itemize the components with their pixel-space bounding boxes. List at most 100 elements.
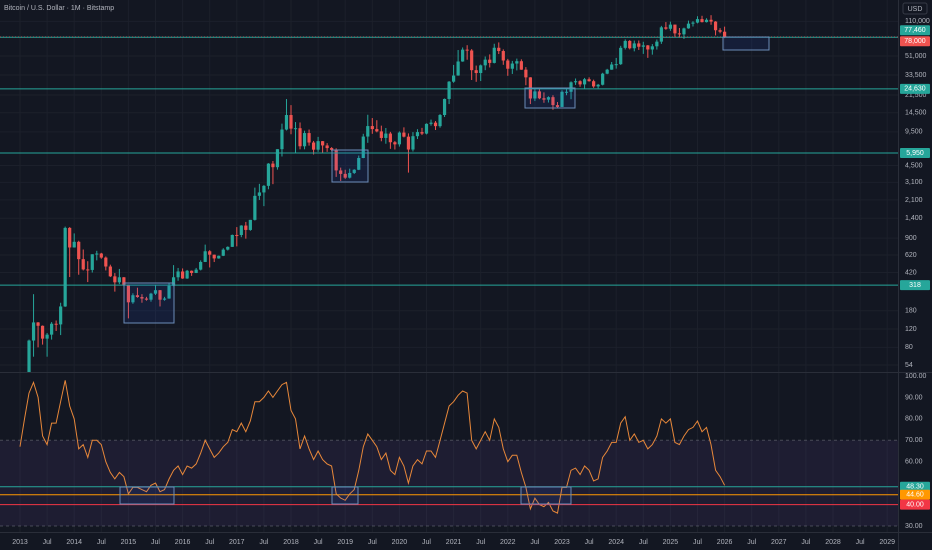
x-tick-label: 2022 bbox=[500, 539, 516, 546]
candle-body bbox=[524, 69, 528, 78]
candle-body bbox=[262, 185, 266, 193]
candle-body bbox=[442, 98, 447, 116]
y-tick-label: 3,100 bbox=[905, 179, 923, 186]
highlight-box bbox=[331, 486, 359, 505]
highlight-box bbox=[524, 87, 576, 109]
candle-body bbox=[54, 323, 58, 325]
x-tick-label: 2017 bbox=[229, 539, 245, 546]
candle-body bbox=[153, 290, 158, 294]
x-tick-label: 2026 bbox=[717, 539, 733, 546]
candle-body bbox=[357, 158, 361, 170]
candle-body bbox=[456, 61, 460, 76]
candle-body bbox=[348, 172, 352, 178]
y-tick-label: 80 bbox=[905, 344, 913, 351]
x-tick-label: Jul bbox=[639, 539, 648, 546]
candle-body bbox=[361, 136, 365, 159]
candle-body bbox=[718, 30, 722, 32]
x-tick-label: 2013 bbox=[12, 539, 28, 546]
currency-box[interactable] bbox=[902, 2, 928, 15]
candle-body bbox=[402, 132, 406, 137]
x-tick-label: Jul bbox=[856, 539, 865, 546]
candle-body bbox=[23, 387, 26, 410]
x-tick-label: Jul bbox=[151, 539, 160, 546]
candle-body bbox=[569, 82, 573, 92]
candle-body bbox=[140, 297, 144, 299]
candle-body bbox=[135, 295, 140, 298]
candle-body bbox=[212, 254, 216, 259]
rsi-level-label-bg bbox=[900, 499, 930, 510]
candle-body bbox=[158, 290, 162, 300]
candle-body bbox=[126, 284, 130, 303]
candle-body bbox=[334, 149, 338, 171]
candle-body bbox=[321, 141, 325, 146]
candle-body bbox=[81, 259, 85, 270]
candle-body bbox=[122, 277, 126, 285]
candle-body bbox=[339, 170, 343, 174]
currency[interactable]: USD bbox=[908, 6, 923, 13]
y-tick-label: 9,500 bbox=[905, 129, 923, 136]
x-tick-label: 2021 bbox=[446, 539, 462, 546]
candle-body bbox=[226, 246, 230, 250]
highlight-box bbox=[119, 486, 175, 505]
candle-body bbox=[27, 340, 31, 372]
candle-body bbox=[596, 84, 600, 87]
rsi-tick-label: 80.00 bbox=[905, 416, 923, 423]
candle-body bbox=[673, 24, 677, 34]
candle-body bbox=[221, 249, 225, 256]
x-tick-label: Jul bbox=[368, 539, 377, 546]
highlight-box bbox=[722, 36, 770, 51]
candle-body bbox=[384, 133, 388, 138]
candle-body bbox=[510, 63, 514, 69]
candle-body bbox=[655, 41, 659, 47]
candle-body bbox=[99, 253, 103, 258]
candle-body bbox=[217, 255, 221, 259]
candle-body bbox=[614, 64, 618, 66]
candle-body bbox=[646, 45, 650, 50]
candle-body bbox=[50, 323, 54, 335]
x-tick-label: 2014 bbox=[66, 539, 82, 546]
candle-body bbox=[501, 51, 505, 61]
candle-body bbox=[506, 60, 510, 69]
candle-body bbox=[190, 270, 194, 273]
x-tick-label: Jul bbox=[693, 539, 702, 546]
candle-body bbox=[181, 271, 185, 279]
candle-body bbox=[533, 91, 537, 99]
level-label-bg bbox=[900, 280, 930, 291]
rsi-tick-label: 60.00 bbox=[905, 459, 923, 466]
x-tick-label: 2015 bbox=[121, 539, 137, 546]
level-label: 77,460 bbox=[904, 27, 926, 34]
candle-body bbox=[659, 27, 663, 42]
candle-body bbox=[686, 23, 691, 29]
candle-body bbox=[637, 43, 641, 47]
candle-body bbox=[149, 293, 153, 300]
candle-body bbox=[275, 149, 280, 168]
rsi-level-label: 44.60 bbox=[906, 492, 924, 499]
last-price-label: 78,000 bbox=[904, 38, 926, 45]
x-tick-label: Jul bbox=[205, 539, 214, 546]
y-tick-label: 4,500 bbox=[905, 162, 923, 169]
candle-body bbox=[632, 43, 636, 49]
candle-body bbox=[470, 50, 474, 71]
candle-body bbox=[266, 163, 271, 186]
candle-body bbox=[289, 115, 293, 129]
candle-body bbox=[171, 277, 176, 286]
rsi-band bbox=[0, 440, 898, 526]
candle-body bbox=[248, 219, 252, 230]
x-tick-label: Jul bbox=[422, 539, 431, 546]
candle-body bbox=[113, 276, 117, 283]
candle-body bbox=[668, 24, 672, 29]
candle-body bbox=[542, 98, 546, 100]
candle-body bbox=[162, 298, 167, 300]
candle-body bbox=[546, 97, 551, 100]
candle-body bbox=[208, 251, 212, 255]
highlight-box bbox=[331, 149, 369, 183]
candle-body bbox=[375, 129, 379, 132]
x-tick-label: Jul bbox=[259, 539, 268, 546]
candle-body bbox=[605, 69, 609, 74]
x-tick-label: Jul bbox=[585, 539, 594, 546]
candle-body bbox=[235, 234, 239, 236]
candle-body bbox=[63, 227, 67, 307]
highlight-box bbox=[520, 486, 572, 505]
candle-body bbox=[298, 128, 302, 147]
candle-body bbox=[519, 61, 523, 70]
